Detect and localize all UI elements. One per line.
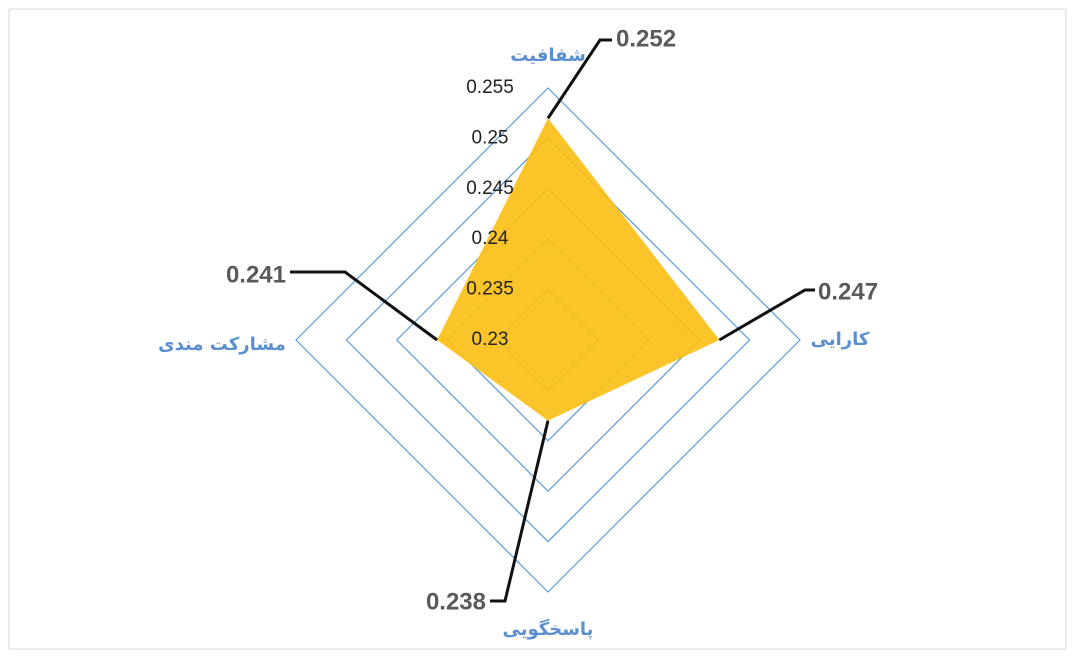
data-label: 0.241 [226,261,286,288]
axis-label: پاسخگویی [503,618,594,640]
tick-label: 0.245 [466,178,514,199]
tick-label: 0.23 [472,329,509,350]
tick-label: 0.25 [472,127,509,148]
tick-label: 0.24 [472,228,509,249]
axis-label: کارایی [811,329,870,350]
tick-label: 0.235 [466,279,514,300]
tick-label: 0.255 [466,77,514,98]
axis-label: مشارکت مندی [158,334,286,355]
axis-label: شفافیت [510,45,586,66]
data-label: 0.238 [426,588,486,615]
data-label: 0.252 [616,25,676,52]
data-label: 0.247 [818,278,878,305]
chart: 0.23 0.235 0.24 0.245 0.25 0.255 شفافیت 0.252 کا… [0,0,1076,657]
